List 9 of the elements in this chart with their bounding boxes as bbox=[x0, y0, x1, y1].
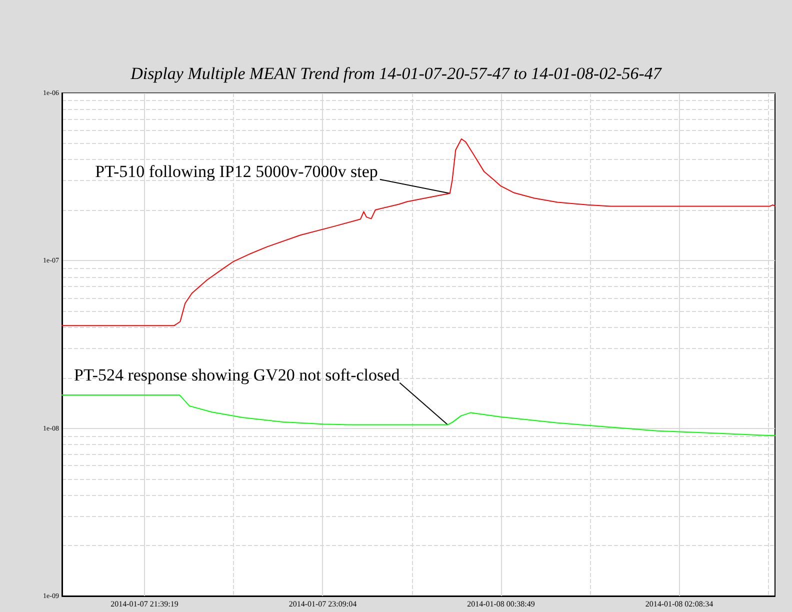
x-tick-label: 2014-01-07 21:39:19 bbox=[110, 600, 178, 608]
line-series bbox=[62, 394, 776, 436]
annotation: PT-510 following IP12 5000v-7000v step bbox=[95, 162, 378, 181]
chart-title: Display Multiple MEAN Trend from 14-01-07-20-57-47 to 14-01-08-02-56-47 bbox=[130, 64, 663, 83]
annotation: PT-524 response showing GV20 not soft-closed bbox=[74, 365, 400, 384]
x-tick-label: 2014-01-08 00:38:49 bbox=[467, 600, 535, 608]
line-series bbox=[62, 138, 776, 326]
x-tick-label: 2014-01-07 23:09:04 bbox=[288, 600, 357, 608]
x-tick-label: 2014-01-08 02:08:34 bbox=[645, 600, 714, 608]
